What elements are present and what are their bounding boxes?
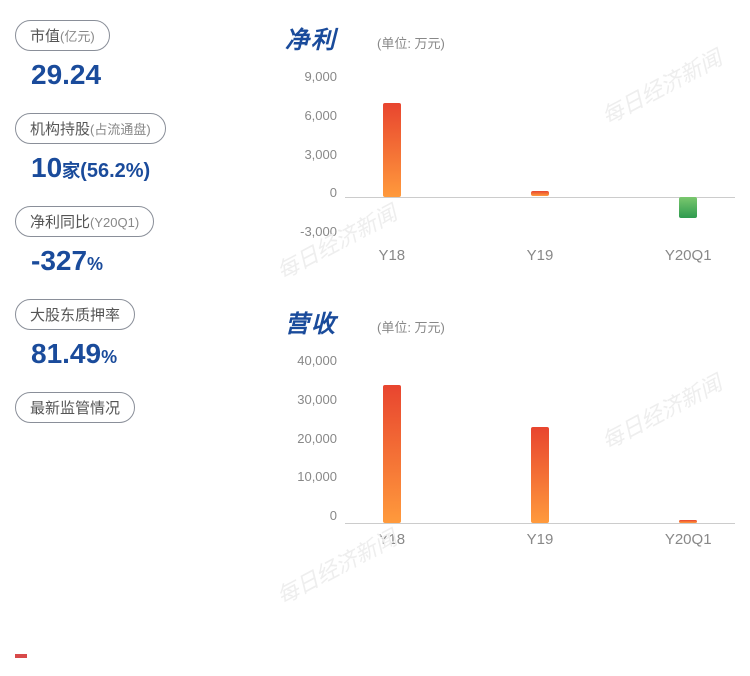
metric-label-main: 净利同比 [30, 214, 90, 231]
metric-value-unit: % [87, 254, 103, 274]
chart-area: 9,000 6,000 3,000 0 -3,000 Y18 Y19 Y20Q1 [285, 69, 735, 279]
chart-unit: (单位: 万元) [377, 33, 445, 52]
baseline [345, 197, 735, 198]
chart-bar [383, 103, 401, 197]
metric-value-paren: (56.2%) [80, 160, 150, 182]
chart-plot [345, 69, 735, 239]
metric-label: 净利同比(Y20Q1) [15, 206, 154, 237]
metric-label-main: 最新监管情况 [30, 400, 120, 417]
chart-title: 净利 [285, 20, 337, 55]
chart-area: 40,000 30,000 20,000 10,000 0 Y18 Y19 Y20Q1 [285, 353, 735, 563]
charts-column: 净利 (单位: 万元) 9,000 6,000 3,000 0 -3,000 Y18 Y19 Y2… [255, 20, 735, 588]
y-tick-label: 0 [330, 508, 337, 523]
metric-label-sub: (占流通盘) [90, 122, 151, 137]
metric-label-sub: (Y20Q1) [90, 215, 139, 230]
y-tick-label: 30,000 [297, 392, 337, 407]
metric-label: 机构持股(占流通盘) [15, 113, 166, 144]
metric-pill: 最新监管情况 [15, 392, 255, 423]
y-tick-label: 10,000 [297, 469, 337, 484]
y-tick-label: 40,000 [297, 353, 337, 368]
metric-label: 市值(亿元) [15, 20, 110, 51]
metric-value-unit: % [101, 347, 117, 367]
x-tick-label: Y20Q1 [665, 247, 712, 264]
y-axis: 40,000 30,000 20,000 10,000 0 [285, 353, 345, 523]
metric-value-number: 81.49 [31, 338, 101, 369]
y-tick-label: -3,000 [300, 224, 337, 239]
chart-bar [531, 427, 549, 523]
chart-title: 营收 [285, 304, 337, 339]
chart-header: 净利 (单位: 万元) [285, 20, 735, 55]
chart-unit: (单位: 万元) [377, 317, 445, 336]
metric-value: 29.24 [15, 51, 255, 91]
y-tick-label: 9,000 [304, 69, 337, 84]
x-tick-label: Y19 [527, 531, 554, 548]
y-tick-label: 0 [330, 185, 337, 200]
metric-label: 大股东质押率 [15, 299, 135, 330]
metric-value: 81.49% [15, 330, 255, 370]
metric-value-number: 29.24 [31, 59, 101, 90]
chart-plot [345, 353, 735, 523]
metric-value-number: -327 [31, 245, 87, 276]
baseline [345, 523, 735, 524]
chart-bar [679, 520, 697, 523]
metric-pill: 市值(亿元) 29.24 [15, 20, 255, 91]
metric-label: 最新监管情况 [15, 392, 135, 423]
metric-label-main: 市值 [30, 28, 60, 45]
y-axis: 9,000 6,000 3,000 0 -3,000 [285, 69, 345, 239]
metric-value-number: 10 [31, 152, 62, 183]
y-tick-label: 3,000 [304, 147, 337, 162]
y-tick-label: 20,000 [297, 431, 337, 446]
x-tick-label: Y18 [378, 247, 405, 264]
chart-bar [679, 197, 697, 218]
dashboard-container: 市值(亿元)29.24机构持股(占流通盘)10家(56.2%)净利同比(Y20Q… [0, 0, 750, 608]
metric-pill: 大股东质押率 81.49% [15, 299, 255, 370]
metric-label-main: 机构持股 [30, 121, 90, 138]
metric-value-unit: 家 [62, 161, 80, 181]
metric-pill: 净利同比(Y20Q1)-327% [15, 206, 255, 277]
chart-block: 营收 (单位: 万元) 40,000 30,000 20,000 10,000 0 Y18 Y1… [285, 304, 735, 563]
accent-dash [15, 654, 27, 658]
metric-label-main: 大股东质押率 [30, 307, 120, 324]
metric-label-sub: (亿元) [60, 29, 95, 44]
x-tick-label: Y18 [378, 531, 405, 548]
metric-value: -327% [15, 237, 255, 277]
metric-pill: 机构持股(占流通盘)10家(56.2%) [15, 113, 255, 184]
chart-bar [383, 385, 401, 523]
chart-header: 营收 (单位: 万元) [285, 304, 735, 339]
chart-bar [531, 191, 549, 197]
metric-value: 10家(56.2%) [15, 144, 255, 184]
metrics-column: 市值(亿元)29.24机构持股(占流通盘)10家(56.2%)净利同比(Y20Q… [15, 20, 255, 588]
chart-block: 净利 (单位: 万元) 9,000 6,000 3,000 0 -3,000 Y18 Y19 Y2… [285, 20, 735, 279]
x-tick-label: Y20Q1 [665, 531, 712, 548]
y-tick-label: 6,000 [304, 108, 337, 123]
x-tick-label: Y19 [527, 247, 554, 264]
